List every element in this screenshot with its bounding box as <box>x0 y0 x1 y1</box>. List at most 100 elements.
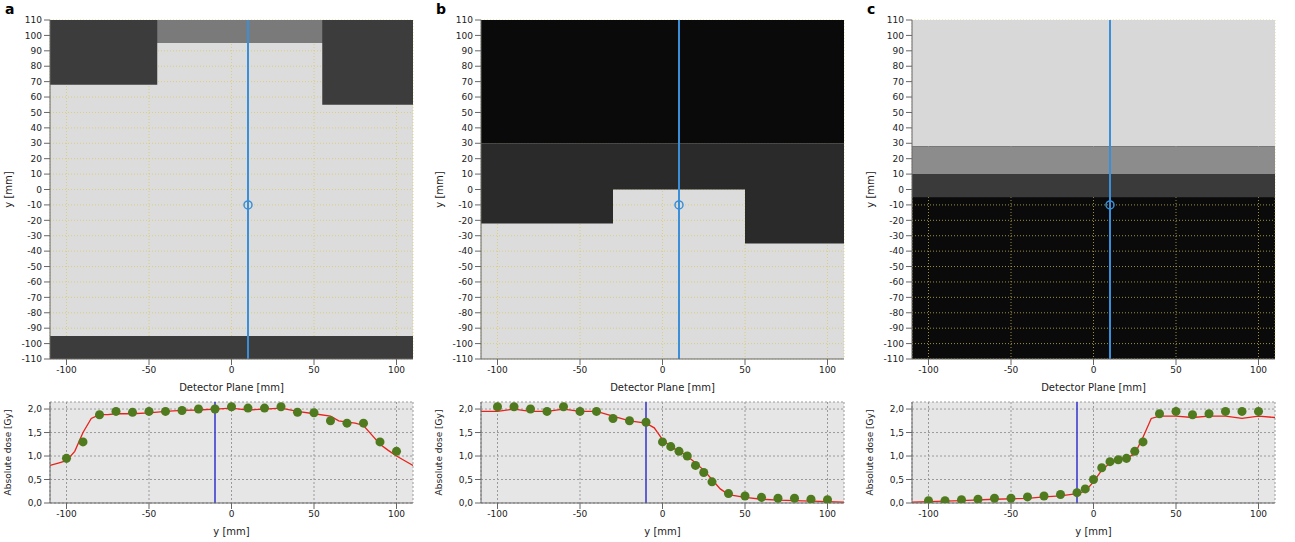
svg-text:-80: -80 <box>458 308 473 318</box>
svg-text:-110: -110 <box>453 354 474 364</box>
svg-text:1,5: 1,5 <box>459 428 473 438</box>
svg-text:-100: -100 <box>918 509 939 519</box>
svg-text:100: 100 <box>388 509 405 519</box>
svg-text:y [mm]: y [mm] <box>865 171 876 207</box>
svg-text:-100: -100 <box>884 339 905 349</box>
svg-text:10: 10 <box>31 169 43 179</box>
svg-text:0: 0 <box>660 365 666 375</box>
svg-text:80: 80 <box>893 61 905 71</box>
svg-text:60: 60 <box>31 92 43 102</box>
svg-text:90: 90 <box>893 46 905 56</box>
svg-text:-50: -50 <box>573 509 588 519</box>
svg-text:60: 60 <box>462 92 474 102</box>
svg-text:y [mm]: y [mm] <box>1075 526 1111 537</box>
svg-text:0: 0 <box>229 365 235 375</box>
svg-text:10: 10 <box>462 169 474 179</box>
svg-text:-110: -110 <box>22 354 43 364</box>
svg-text:Absolute dose [Gy]: Absolute dose [Gy] <box>3 410 13 496</box>
svg-text:0,0: 0,0 <box>28 498 43 508</box>
svg-text:50: 50 <box>1170 365 1182 375</box>
svg-text:1,5: 1,5 <box>890 428 904 438</box>
svg-text:-80: -80 <box>27 308 42 318</box>
svg-text:-70: -70 <box>889 293 904 303</box>
svg-text:y [mm]: y [mm] <box>644 526 680 537</box>
svg-text:2,0: 2,0 <box>459 404 474 414</box>
svg-text:-20: -20 <box>458 216 473 226</box>
svg-text:0,0: 0,0 <box>459 498 474 508</box>
svg-text:50: 50 <box>308 509 320 519</box>
svg-text:-40: -40 <box>458 246 473 256</box>
svg-text:110: 110 <box>25 15 42 25</box>
svg-text:30: 30 <box>893 138 905 148</box>
svg-text:50: 50 <box>462 108 474 118</box>
svg-text:-50: -50 <box>1004 509 1019 519</box>
svg-text:100: 100 <box>819 509 836 519</box>
svg-text:100: 100 <box>887 31 904 41</box>
svg-text:100: 100 <box>1250 365 1267 375</box>
svg-text:40: 40 <box>462 123 474 133</box>
svg-text:50: 50 <box>1170 509 1182 519</box>
svg-text:50: 50 <box>893 108 905 118</box>
svg-text:1,0: 1,0 <box>459 451 474 461</box>
svg-text:70: 70 <box>893 77 905 87</box>
svg-text:-20: -20 <box>27 216 42 226</box>
svg-text:-10: -10 <box>458 200 473 210</box>
svg-text:-100: -100 <box>487 365 508 375</box>
svg-text:y [mm]: y [mm] <box>213 526 249 537</box>
svg-text:-80: -80 <box>889 308 904 318</box>
svg-text:0: 0 <box>36 185 42 195</box>
svg-text:Detector Plane [mm]: Detector Plane [mm] <box>1041 382 1146 393</box>
svg-text:0: 0 <box>229 509 235 519</box>
svg-text:0: 0 <box>898 185 904 195</box>
svg-text:20: 20 <box>462 154 474 164</box>
svg-text:-30: -30 <box>458 231 473 241</box>
svg-text:0: 0 <box>467 185 473 195</box>
svg-text:-60: -60 <box>889 277 904 287</box>
svg-text:Absolute dose [Gy]: Absolute dose [Gy] <box>434 410 444 496</box>
svg-text:80: 80 <box>31 61 43 71</box>
svg-text:y [mm]: y [mm] <box>434 171 445 207</box>
svg-text:100: 100 <box>456 31 473 41</box>
svg-text:50: 50 <box>739 365 751 375</box>
svg-text:-10: -10 <box>889 200 904 210</box>
svg-text:0,0: 0,0 <box>890 498 905 508</box>
svg-text:30: 30 <box>462 138 474 148</box>
svg-text:-100: -100 <box>487 509 508 519</box>
svg-text:-40: -40 <box>27 246 42 256</box>
svg-text:-90: -90 <box>889 323 904 333</box>
svg-text:110: 110 <box>456 15 473 25</box>
svg-text:20: 20 <box>31 154 43 164</box>
svg-text:50: 50 <box>739 509 751 519</box>
svg-text:50: 50 <box>308 365 320 375</box>
svg-text:-70: -70 <box>27 293 42 303</box>
svg-text:60: 60 <box>893 92 905 102</box>
svg-text:90: 90 <box>462 46 474 56</box>
svg-text:0: 0 <box>1091 365 1097 375</box>
svg-text:2,0: 2,0 <box>28 404 43 414</box>
svg-text:-90: -90 <box>27 323 42 333</box>
svg-text:-100: -100 <box>56 509 77 519</box>
svg-text:-110: -110 <box>884 354 905 364</box>
svg-text:30: 30 <box>31 138 43 148</box>
svg-text:100: 100 <box>25 31 42 41</box>
svg-text:90: 90 <box>31 46 43 56</box>
svg-text:y [mm]: y [mm] <box>3 171 14 207</box>
svg-text:70: 70 <box>31 77 43 87</box>
svg-text:-50: -50 <box>889 262 904 272</box>
svg-text:0,5: 0,5 <box>890 475 904 485</box>
svg-text:-100: -100 <box>22 339 43 349</box>
svg-text:-50: -50 <box>1004 365 1019 375</box>
svg-text:-30: -30 <box>889 231 904 241</box>
svg-text:Detector Plane [mm]: Detector Plane [mm] <box>179 382 284 393</box>
svg-text:70: 70 <box>462 77 474 87</box>
svg-text:-20: -20 <box>889 216 904 226</box>
svg-text:-60: -60 <box>458 277 473 287</box>
svg-text:-50: -50 <box>142 365 157 375</box>
svg-text:Detector Plane [mm]: Detector Plane [mm] <box>610 382 715 393</box>
svg-text:0: 0 <box>1091 509 1097 519</box>
svg-text:80: 80 <box>462 61 474 71</box>
svg-text:1,5: 1,5 <box>28 428 42 438</box>
svg-text:100: 100 <box>1250 509 1267 519</box>
svg-text:1,0: 1,0 <box>890 451 905 461</box>
svg-text:100: 100 <box>819 365 836 375</box>
